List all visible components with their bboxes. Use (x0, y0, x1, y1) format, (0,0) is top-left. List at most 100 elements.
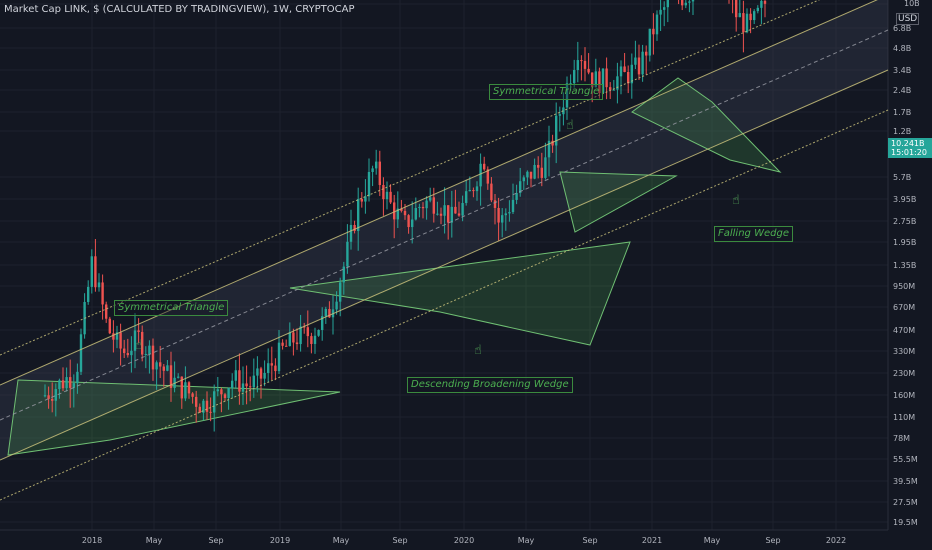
candle-body (151, 345, 155, 370)
candle-body (432, 197, 435, 214)
candle-body (220, 389, 223, 395)
y-tick-label: 230M (893, 369, 915, 378)
candle-body (303, 326, 306, 328)
candle-body (486, 169, 489, 184)
candle-body (288, 332, 291, 346)
candle-body (753, 11, 756, 21)
candle-body (681, 0, 684, 6)
candle-body (195, 396, 198, 407)
candle-body (493, 200, 497, 208)
candle-body (526, 171, 529, 178)
candle-body (414, 208, 417, 220)
candle-body (133, 330, 137, 351)
candle-body (573, 70, 576, 84)
candle-body (61, 380, 65, 389)
candle-body (457, 213, 461, 216)
y-tick-label: 470M (893, 326, 915, 335)
y-tick-label: 78M (893, 434, 910, 443)
y-tick-label: 1.2B (893, 127, 911, 136)
x-tick-label: 2018 (82, 536, 102, 545)
candle-body (666, 0, 669, 8)
candle-body (580, 60, 583, 62)
candle-body (169, 365, 173, 388)
currency-unit-label[interactable]: USD (896, 13, 920, 25)
candle-body (191, 393, 194, 397)
y-tick-label: 4.8B (893, 44, 911, 53)
candle-body (115, 332, 119, 340)
candle-body (479, 163, 482, 187)
candle-body (321, 316, 324, 330)
candle-body (263, 372, 266, 379)
candle-body (295, 342, 299, 345)
candle-body (141, 331, 144, 355)
candle-body (533, 164, 536, 179)
candle-body (72, 383, 75, 388)
candle-body (277, 342, 281, 372)
candles (43, 0, 767, 432)
candle-body (645, 51, 648, 56)
candle-body (47, 395, 50, 399)
candle-body (112, 333, 115, 340)
hand-pointer-icon: ☝ (732, 193, 740, 208)
candle-body (454, 206, 457, 214)
candle-body (659, 9, 662, 15)
candle-body (655, 14, 659, 35)
y-tick-label: 10B (904, 0, 920, 8)
candle-body (529, 171, 533, 179)
candle-body (69, 377, 72, 388)
candle-body (281, 342, 284, 346)
candle-body (357, 199, 360, 231)
candle-body (461, 202, 464, 216)
candle-body (58, 380, 61, 390)
candle-body (65, 377, 68, 389)
candle-body (324, 308, 327, 317)
candle-body (738, 13, 741, 18)
candle-body (79, 334, 83, 372)
annotation-symmetrical-triangle-2020: Symmetrical Triangle (489, 84, 604, 100)
candle-body (119, 332, 122, 349)
candle-body (562, 107, 565, 115)
x-tick-label: 2021 (642, 536, 662, 545)
candle-body (450, 206, 453, 223)
candle-body (54, 389, 57, 401)
candle-body (688, 1, 691, 3)
candle-body (87, 286, 90, 302)
candle-body (429, 197, 432, 201)
candle-body (540, 167, 543, 178)
candle-body (641, 51, 644, 75)
candle-body (630, 64, 633, 84)
candle-body (346, 241, 349, 267)
candle-body (648, 28, 651, 56)
candle-body (583, 60, 587, 69)
channel-bands (0, 0, 888, 460)
candle-body (148, 345, 151, 354)
y-tick-label: 670M (893, 303, 915, 312)
candle-body (342, 266, 345, 283)
last-price-value: 10.241B (891, 139, 925, 148)
candle-body (623, 66, 626, 73)
y-tick-label: 2.4B (893, 86, 911, 95)
candle-body (227, 388, 230, 398)
candle-body (742, 13, 745, 33)
candle-body (299, 326, 302, 345)
candle-body (627, 72, 630, 84)
candle-body (555, 115, 558, 146)
candle-body (684, 2, 687, 6)
candle-body (587, 68, 590, 73)
candle-body (393, 202, 396, 220)
candle-body (756, 7, 759, 12)
candle-body (51, 398, 54, 401)
chart-patterns (7, 77, 782, 456)
candle-body (177, 376, 180, 378)
x-tick-label: May (333, 536, 350, 545)
hand-pointer-icon: ☝ (566, 118, 574, 133)
candle-body (339, 282, 342, 302)
candle-body (202, 400, 205, 413)
candle-body (198, 406, 201, 413)
candle-body (241, 383, 245, 392)
channel-lines (0, 0, 889, 501)
candle-body (310, 336, 313, 344)
candle-body (166, 365, 169, 371)
channel-line (0, 0, 821, 356)
